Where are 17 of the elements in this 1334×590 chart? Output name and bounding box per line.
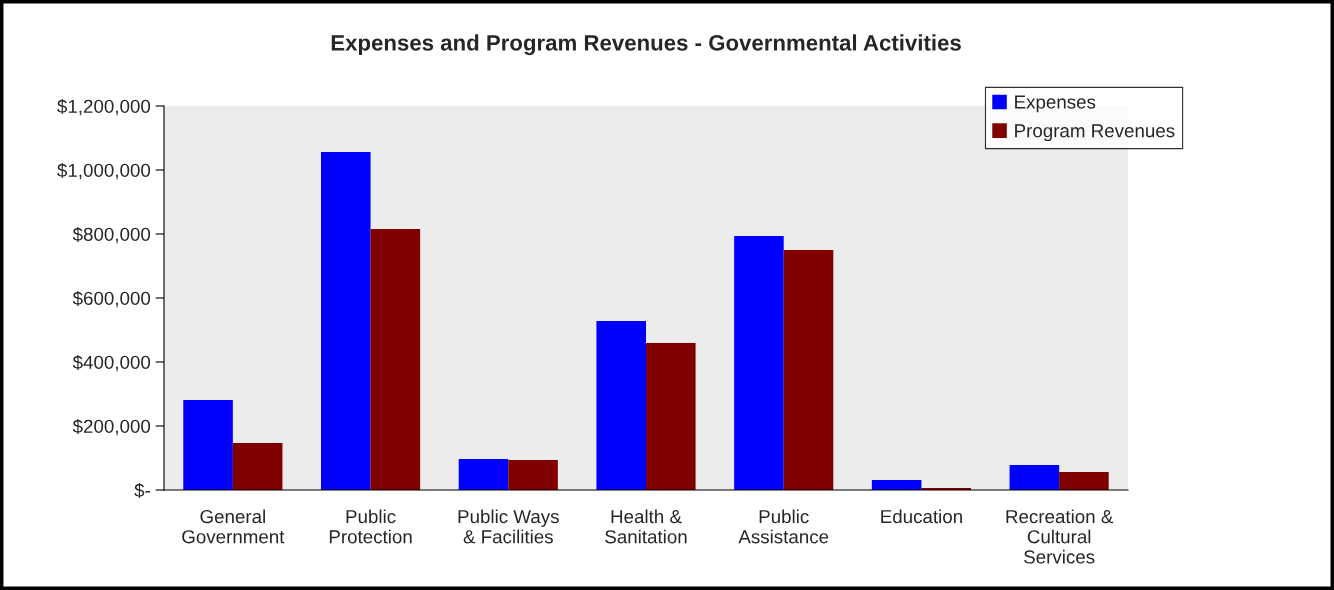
y-tick-label: $800,000: [72, 226, 151, 244]
x-tick-label: Public Protection: [329, 509, 412, 544]
y-tick-label: $400,000: [72, 354, 151, 372]
y-tick-label: $-: [134, 482, 150, 499]
y-tick-label: $200,000: [72, 418, 151, 436]
x-tick-label: Recreation & Cultural Services: [1006, 509, 1114, 564]
x-tick-label: Public Assistance: [738, 509, 829, 544]
legend-label: Program Revenues: [1015, 124, 1175, 142]
x-tick-label: Education: [881, 509, 962, 524]
x-tick-label: General Government: [182, 509, 285, 544]
x-tick-label: Health & Sanitation: [605, 509, 687, 544]
x-tick-label: Public Ways & Facilities: [458, 509, 559, 544]
y-tick-label: $1,000,000: [57, 162, 151, 180]
chart-title: Expenses and Program Revenues - Governmental Activities: [331, 34, 961, 56]
y-tick-label: $600,000: [72, 290, 151, 308]
y-tick-label: $1,200,000: [57, 98, 151, 116]
legend-label: Expenses: [1015, 95, 1096, 113]
